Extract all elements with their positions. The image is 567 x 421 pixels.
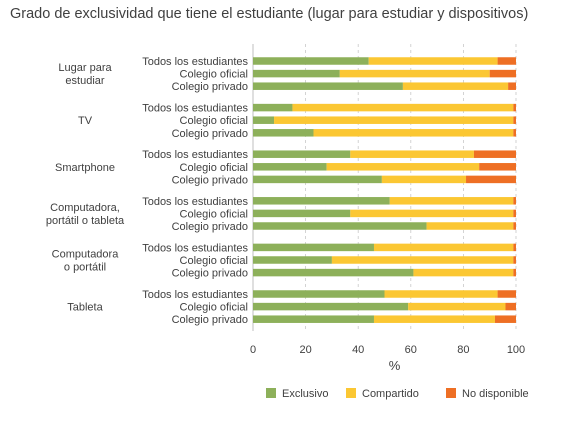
bar-segment xyxy=(253,209,351,218)
row-label: Colegio privado xyxy=(172,314,248,326)
x-tick-label: 20 xyxy=(299,344,311,356)
row-label: Todos los estudiantes xyxy=(142,149,248,161)
chart-title: Grado de exclusividad que tiene el estud… xyxy=(10,6,529,22)
bar-segment xyxy=(253,175,382,184)
row-label: Colegio oficial xyxy=(180,255,248,267)
group-label: Smartphone xyxy=(55,162,115,174)
bar-segment xyxy=(408,302,506,311)
group-label: estudiar xyxy=(65,75,104,87)
bar-segment xyxy=(513,103,516,112)
bar-segment xyxy=(513,243,516,252)
x-tick-label: 100 xyxy=(507,344,525,356)
bar-segment xyxy=(389,197,514,205)
group-label: portátil o tableta xyxy=(46,215,125,227)
bar-segment xyxy=(489,69,516,78)
bar-segment xyxy=(253,163,327,171)
bar-segment xyxy=(508,82,516,90)
bar-segment xyxy=(253,302,409,311)
row-label: Colegio privado xyxy=(172,221,248,233)
bar-segment xyxy=(326,163,480,171)
bar-segment xyxy=(497,290,516,298)
group-label: Computadora xyxy=(52,249,120,261)
bar-segment xyxy=(253,103,293,112)
bar-segment xyxy=(479,163,516,171)
bar-segment xyxy=(292,103,514,112)
row-label: Colegio oficial xyxy=(180,208,248,220)
x-tick-label: 60 xyxy=(405,344,417,356)
group-label: Lugar para xyxy=(58,62,112,74)
bar-segment xyxy=(350,209,514,218)
bar-segment xyxy=(494,315,516,323)
bar-segment xyxy=(513,116,516,124)
x-tick-label: 40 xyxy=(352,344,364,356)
bar-segment xyxy=(253,256,332,264)
bar-segment xyxy=(368,57,498,65)
row-label: Colegio oficial xyxy=(180,162,248,174)
bar-segment xyxy=(339,69,490,78)
bar-segment xyxy=(513,222,516,230)
bar-segment xyxy=(253,150,351,158)
group-label: Computadora, xyxy=(50,202,120,214)
row-label: Todos los estudiantes xyxy=(142,103,248,115)
row-label: Todos los estudiantes xyxy=(142,242,248,254)
bar-segment xyxy=(373,315,495,323)
bar-segment xyxy=(402,82,509,90)
row-label: Colegio oficial xyxy=(180,69,248,81)
row-label: Colegio oficial xyxy=(180,302,248,314)
legend-swatch xyxy=(266,388,276,398)
legend-label: Compartido xyxy=(362,388,419,400)
legend-swatch xyxy=(446,388,456,398)
legend-label: Exclusivo xyxy=(282,388,328,400)
bar-segment xyxy=(413,268,514,277)
bar-segment xyxy=(331,256,514,264)
row-label: Colegio oficial xyxy=(180,115,248,127)
group-label: o portátil xyxy=(64,262,106,274)
legend-label: No disponible xyxy=(462,388,529,400)
row-label: Todos los estudiantes xyxy=(142,196,248,208)
bar-segment xyxy=(274,116,514,124)
bar-segment xyxy=(253,197,390,205)
bar-segment xyxy=(513,129,516,137)
x-tick-label: 0 xyxy=(250,344,256,356)
bar-segment xyxy=(513,268,516,277)
bar-segment xyxy=(253,57,369,65)
bar-segment xyxy=(381,175,467,184)
bar-segment xyxy=(253,222,427,230)
bar-segment xyxy=(253,290,385,298)
row-label: Todos los estudiantes xyxy=(142,289,248,301)
bar-segment xyxy=(253,69,340,78)
bar-segment xyxy=(253,243,374,252)
bar-segment xyxy=(473,150,516,158)
bar-segment xyxy=(384,290,498,298)
x-tick-label: 80 xyxy=(457,344,469,356)
legend-swatch xyxy=(346,388,356,398)
bar-segment xyxy=(466,175,516,184)
bar-segment xyxy=(253,116,275,124)
row-label: Colegio privado xyxy=(172,268,248,280)
group-label: Tableta xyxy=(67,302,103,314)
bar-segment xyxy=(253,315,374,323)
bar-segment xyxy=(253,268,414,277)
x-axis-title: % xyxy=(389,358,401,373)
bar-segment xyxy=(373,243,514,252)
bar-segment xyxy=(350,150,474,158)
bar-segment xyxy=(253,129,314,137)
bar-segment xyxy=(426,222,514,230)
bar-segment xyxy=(513,256,516,264)
row-label: Colegio privado xyxy=(172,174,248,186)
bar-segment xyxy=(505,302,516,311)
row-label: Colegio privado xyxy=(172,128,248,140)
bar-segment xyxy=(513,209,516,218)
row-label: Colegio privado xyxy=(172,81,248,93)
row-label: Todos los estudiantes xyxy=(142,56,248,68)
bar-segment xyxy=(513,197,516,205)
group-label: TV xyxy=(78,115,93,127)
bar-segment xyxy=(313,129,514,137)
bar-segment xyxy=(497,57,516,65)
bar-segment xyxy=(253,82,403,90)
